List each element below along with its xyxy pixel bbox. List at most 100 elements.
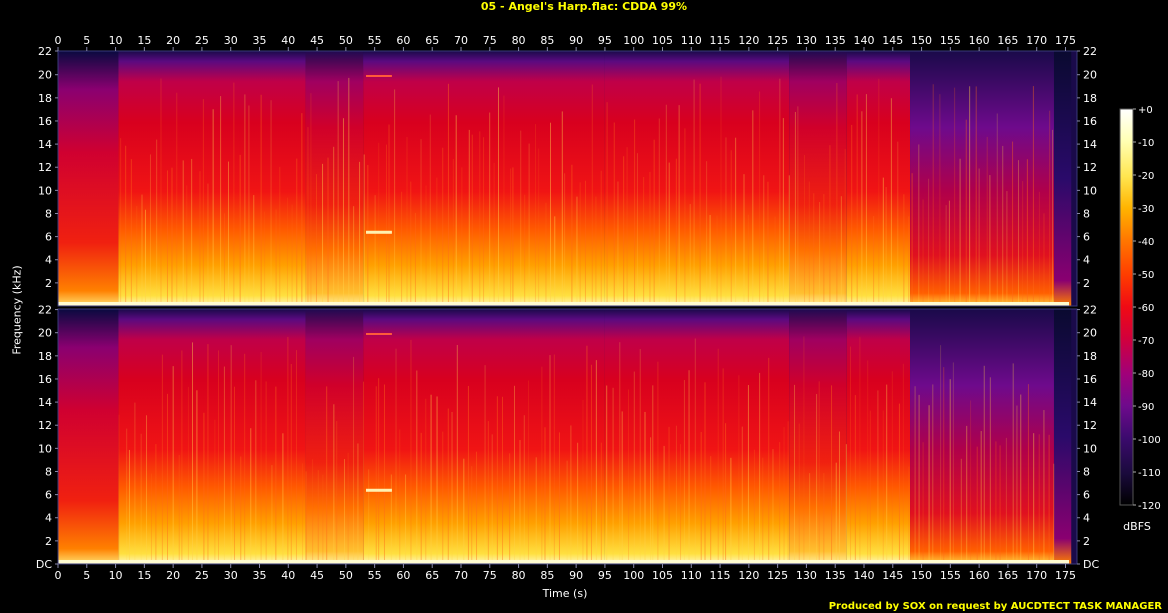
transient-streak: [264, 211, 266, 306]
x-tick-label-top: 95: [598, 34, 612, 47]
transient-streak: [429, 114, 431, 307]
transient-streak: [954, 87, 956, 307]
transient-streak: [270, 100, 272, 307]
x-tick-label-bottom: 80: [512, 569, 526, 582]
x-tick-label-top: 60: [396, 34, 410, 47]
transient-streak: [918, 144, 920, 306]
transient-streak: [643, 176, 645, 306]
transient-streak: [668, 162, 670, 306]
transient-streak: [136, 206, 138, 306]
y-tick-label-left: 10: [38, 442, 52, 455]
spectrogram-segment: [363, 309, 605, 564]
x-tick-label-bottom: 160: [969, 569, 990, 582]
x-tick-label-bottom: 165: [997, 569, 1018, 582]
transient-streak: [709, 214, 711, 306]
transient-streak: [600, 170, 602, 306]
y-tick-label-right: 2: [1083, 535, 1090, 548]
transient-streak: [489, 112, 491, 307]
transient-streak: [840, 196, 842, 306]
transient-streak: [156, 139, 158, 306]
transient-streak: [928, 178, 930, 306]
y-tick-label-left: 18: [38, 350, 52, 363]
transient-streak: [1053, 463, 1055, 564]
transient-streak: [823, 473, 825, 564]
transient-streak: [803, 336, 805, 564]
y-tick-label-right: DC: [1083, 558, 1099, 571]
transient-streak: [181, 350, 183, 564]
tone-mark: [366, 230, 392, 234]
transient-streak: [759, 372, 761, 564]
transient-streak: [747, 214, 749, 306]
transient-streak: [873, 216, 875, 306]
x-tick-label-top: 120: [738, 34, 759, 47]
transient-streak: [1043, 213, 1045, 306]
transient-streak: [327, 157, 329, 306]
transient-streak: [479, 131, 481, 306]
transient-streak: [126, 428, 128, 564]
transient-streak: [644, 411, 646, 564]
transient-streak: [476, 451, 478, 564]
transient-streak: [544, 427, 546, 564]
transient-streak: [484, 365, 486, 564]
y-tick-label-left: 20: [38, 69, 52, 82]
x-tick-label-top: 45: [310, 34, 324, 47]
colorbar-tick-label: -50: [1138, 270, 1154, 281]
transient-streak: [617, 181, 619, 306]
transient-streak: [149, 154, 151, 306]
transient-streak: [514, 385, 516, 564]
transient-streak: [322, 163, 324, 306]
y-tick-label-right: 2: [1083, 277, 1090, 290]
transient-streak: [1049, 110, 1051, 307]
x-tick-label-bottom: 115: [710, 569, 731, 582]
transient-streak: [835, 462, 837, 564]
transient-streak: [410, 339, 412, 564]
transient-streak: [922, 199, 924, 306]
transient-streak: [1012, 141, 1014, 306]
transient-streak: [882, 410, 884, 564]
transient-streak: [1043, 410, 1045, 564]
x-tick-label-bottom: 110: [681, 569, 702, 582]
transient-streak: [497, 87, 499, 306]
transient-streak: [161, 354, 163, 564]
transient-streak: [976, 446, 978, 564]
transient-streak: [496, 396, 498, 564]
transient-streak: [491, 434, 493, 564]
transient-streak: [244, 94, 246, 307]
transient-streak: [688, 370, 690, 564]
transient-streak: [720, 76, 722, 306]
x-tick-label-top: 170: [1026, 34, 1047, 47]
transient-streak: [948, 200, 950, 306]
transient-streak: [405, 474, 407, 564]
transient-streak: [861, 111, 863, 307]
x-tick-label-bottom: 65: [425, 569, 439, 582]
transient-streak: [128, 449, 130, 564]
x-tick-label-bottom: 130: [796, 569, 817, 582]
transient-streak: [271, 465, 273, 564]
x-tick-label-bottom: 0: [55, 569, 62, 582]
y-tick-label-left: 20: [38, 327, 52, 340]
transient-streak: [545, 202, 547, 306]
x-tick-label-bottom: 95: [598, 569, 612, 582]
transient-streak: [747, 385, 749, 564]
transient-streak: [214, 419, 216, 564]
x-tick-label-top: 0: [55, 34, 62, 47]
x-tick-label-bottom: 10: [109, 569, 123, 582]
y-tick-label-left: 22: [38, 304, 52, 317]
transient-streak: [725, 423, 727, 564]
transient-streak: [509, 453, 511, 564]
transient-streak: [386, 144, 388, 306]
transient-streak: [657, 361, 659, 564]
transient-streak: [700, 431, 702, 564]
transient-streak: [527, 380, 529, 564]
transient-streak: [442, 431, 444, 564]
transient-streak: [943, 367, 945, 564]
x-tick-label-bottom: 140: [853, 569, 874, 582]
transient-streak: [1016, 405, 1018, 564]
transient-streak: [302, 463, 304, 564]
transient-streak: [436, 177, 438, 306]
spectrogram-segment: [846, 309, 911, 564]
transient-streak: [456, 345, 458, 564]
transient-streak: [989, 377, 991, 564]
transient-streak: [160, 78, 162, 306]
transient-streak: [743, 174, 745, 306]
